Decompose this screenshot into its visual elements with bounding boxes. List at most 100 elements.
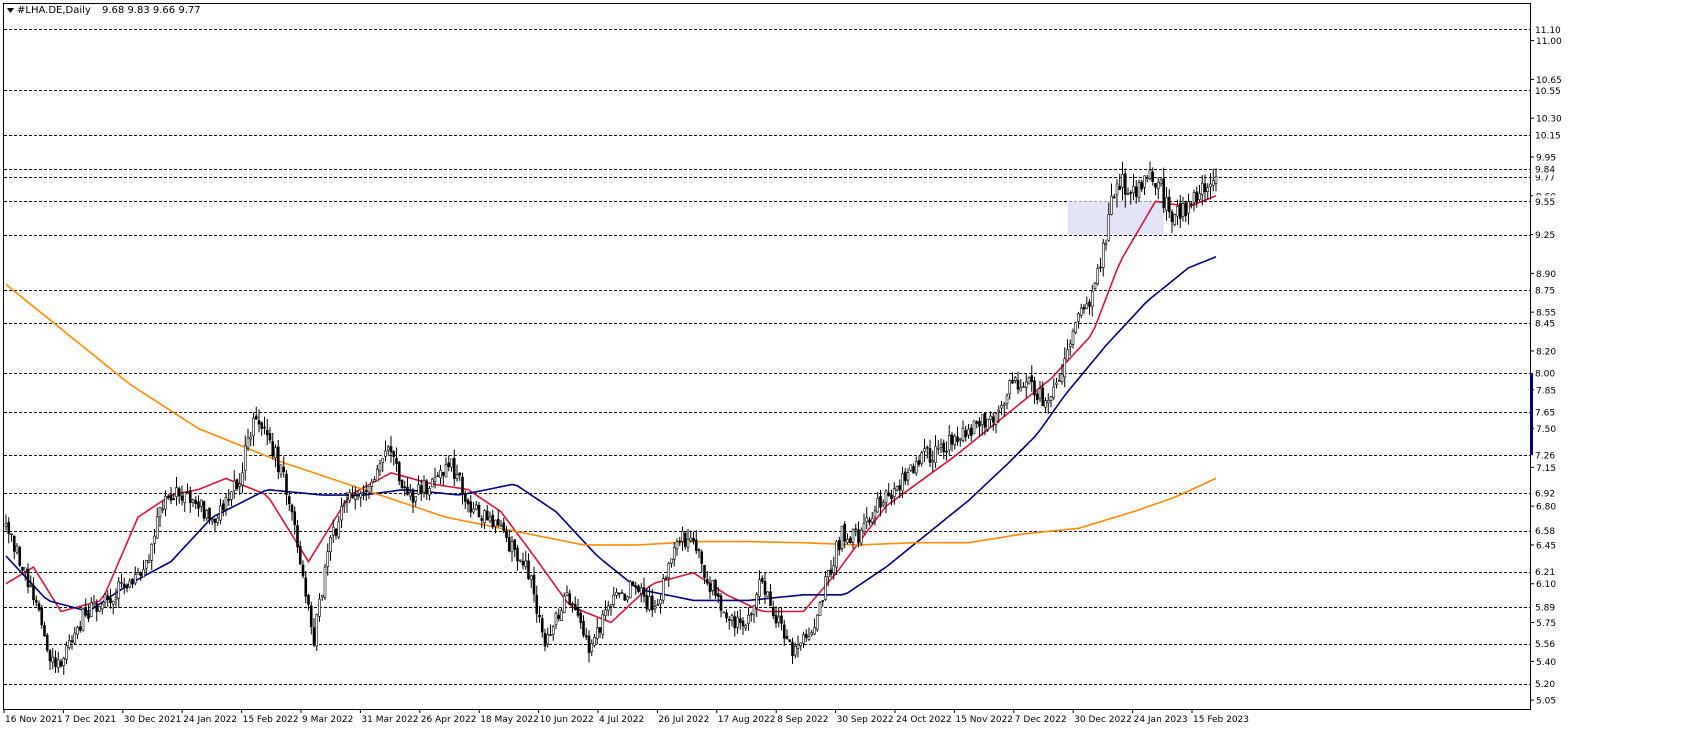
candle-body bbox=[202, 501, 206, 519]
candle-body bbox=[1013, 377, 1017, 381]
candle bbox=[265, 419, 269, 446]
price-tick-label: 6.45 bbox=[1536, 541, 1556, 551]
collapse-triangle-icon[interactable] bbox=[7, 8, 14, 13]
candle bbox=[609, 603, 613, 616]
time-tick-label: 31 Mar 2022 bbox=[361, 715, 418, 725]
candle-body bbox=[939, 444, 943, 448]
candle-body bbox=[777, 616, 781, 623]
candle bbox=[879, 489, 882, 517]
price-level-label: 5.89 bbox=[1535, 604, 1555, 614]
candle-body bbox=[568, 593, 572, 605]
candle bbox=[1121, 161, 1124, 201]
candle bbox=[274, 444, 277, 468]
candle-body bbox=[1024, 381, 1028, 388]
candle-body bbox=[725, 612, 728, 619]
candle-body bbox=[571, 603, 574, 605]
candle-body bbox=[260, 422, 264, 429]
candle bbox=[846, 533, 849, 545]
price-level-label: 5.20 bbox=[1535, 680, 1555, 690]
candle bbox=[1148, 161, 1152, 181]
candle bbox=[386, 445, 390, 456]
candle-body bbox=[969, 427, 973, 436]
candle-body bbox=[705, 579, 709, 584]
candle-body bbox=[73, 632, 77, 644]
candle bbox=[502, 517, 506, 534]
candle bbox=[1140, 179, 1144, 192]
candle bbox=[991, 412, 995, 431]
candle-body bbox=[1121, 173, 1124, 188]
candle-body bbox=[477, 504, 481, 518]
candle-body bbox=[150, 543, 154, 561]
candle bbox=[1074, 321, 1078, 335]
time-tick-label: 24 Oct 2022 bbox=[896, 715, 952, 725]
candle bbox=[744, 623, 748, 631]
candle bbox=[1170, 209, 1174, 233]
candle bbox=[1011, 372, 1014, 384]
candle bbox=[282, 456, 286, 478]
candle bbox=[483, 509, 486, 530]
candle bbox=[667, 561, 671, 587]
candle bbox=[824, 570, 827, 601]
candle-body bbox=[584, 635, 588, 638]
candle-body bbox=[683, 532, 687, 547]
candle bbox=[1049, 396, 1053, 408]
candle-body bbox=[392, 451, 396, 457]
candle-body bbox=[925, 446, 929, 449]
price-level-label: 8.00 bbox=[1535, 370, 1555, 380]
price-level-label: 10.15 bbox=[1535, 131, 1561, 141]
candle-body bbox=[10, 533, 13, 536]
candle-body bbox=[197, 501, 200, 509]
candle bbox=[474, 500, 478, 511]
candle-body bbox=[356, 494, 360, 497]
candle-body bbox=[601, 614, 605, 635]
candle bbox=[1137, 179, 1141, 202]
candle bbox=[40, 604, 44, 629]
candle bbox=[169, 487, 173, 505]
price-level-box bbox=[1533, 601, 1561, 614]
candle bbox=[81, 607, 85, 632]
candle-body bbox=[1090, 290, 1094, 307]
candle-body bbox=[549, 634, 552, 636]
candle bbox=[670, 558, 673, 568]
candle-body bbox=[1148, 169, 1152, 179]
candle-body bbox=[796, 644, 800, 649]
candle-body bbox=[1096, 268, 1100, 285]
candle-body bbox=[348, 492, 352, 501]
candle bbox=[708, 576, 712, 600]
candle bbox=[681, 526, 684, 552]
candle bbox=[598, 627, 602, 639]
candle-body bbox=[606, 605, 610, 611]
candle bbox=[392, 450, 396, 466]
candle bbox=[342, 500, 346, 513]
candle bbox=[505, 525, 508, 543]
price-tick-label: 10.30 bbox=[1536, 115, 1562, 125]
candle bbox=[428, 485, 431, 501]
candle bbox=[554, 611, 558, 630]
candle-body bbox=[345, 501, 349, 503]
candle bbox=[472, 501, 475, 515]
candle bbox=[444, 457, 448, 478]
candle bbox=[1214, 168, 1218, 192]
candle-body bbox=[934, 446, 937, 464]
candle-body bbox=[98, 606, 101, 612]
candle bbox=[425, 479, 429, 501]
candle-body bbox=[155, 516, 159, 539]
candle-body bbox=[694, 539, 698, 551]
candle-body bbox=[216, 517, 220, 523]
candle bbox=[810, 629, 814, 637]
candle bbox=[293, 506, 297, 535]
candle bbox=[164, 490, 167, 517]
candle bbox=[199, 499, 203, 513]
candle-body bbox=[282, 466, 286, 473]
candle bbox=[1189, 201, 1193, 209]
candle bbox=[815, 614, 819, 632]
candle-body bbox=[337, 521, 341, 538]
candle-body bbox=[1088, 301, 1091, 307]
candle bbox=[620, 589, 624, 594]
candle bbox=[285, 470, 288, 506]
candle-body bbox=[593, 637, 596, 646]
candle-body bbox=[744, 625, 748, 629]
candle-body bbox=[199, 499, 203, 507]
time-tick-label: 18 May 2022 bbox=[480, 715, 539, 725]
